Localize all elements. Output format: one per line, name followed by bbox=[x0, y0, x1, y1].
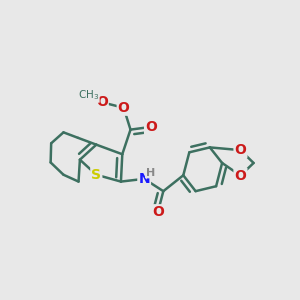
Text: $\mathregular{CH_3}$: $\mathregular{CH_3}$ bbox=[78, 88, 99, 102]
Text: O: O bbox=[96, 95, 108, 109]
Text: N: N bbox=[138, 172, 150, 186]
Text: S: S bbox=[91, 168, 101, 182]
Text: O: O bbox=[235, 169, 246, 183]
Text: O: O bbox=[235, 143, 246, 157]
Text: O: O bbox=[145, 120, 157, 134]
Text: H: H bbox=[146, 168, 155, 178]
Text: O: O bbox=[118, 101, 130, 115]
Text: O: O bbox=[152, 205, 164, 219]
